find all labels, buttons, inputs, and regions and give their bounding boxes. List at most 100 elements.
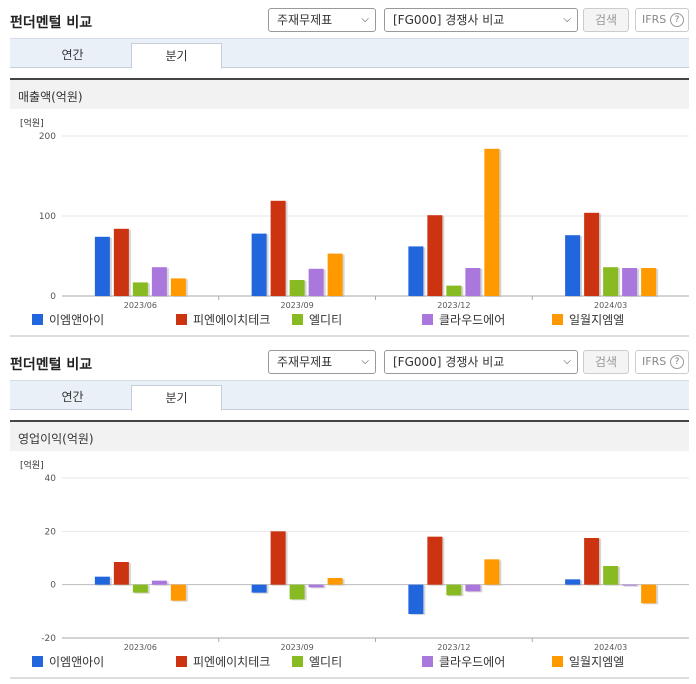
bar-3-2[interactable] xyxy=(465,268,481,296)
legend-label: 일월지엠엘 xyxy=(569,655,625,669)
legend-item[interactable]: 피엔에이치테크 xyxy=(176,653,270,671)
bar-0-2[interactable] xyxy=(408,246,424,296)
x-tick-label: 2023/09 xyxy=(281,301,314,308)
legend-swatch xyxy=(176,314,187,325)
ifrs-label: IFRS xyxy=(642,13,667,26)
bar-2-0[interactable] xyxy=(132,584,148,593)
legend-swatch xyxy=(292,314,303,325)
bar-3-0[interactable] xyxy=(151,267,167,296)
y-tick-label: -20 xyxy=(41,634,56,644)
tab-quarterly[interactable]: 분기 xyxy=(131,43,222,69)
legend-label: 클라우드에어 xyxy=(439,655,506,669)
bar-4-3[interactable] xyxy=(641,268,657,296)
bar-2-1[interactable] xyxy=(289,280,305,296)
bar-1-3[interactable] xyxy=(584,212,600,296)
bar-4-0[interactable] xyxy=(170,584,186,601)
y-axis-unit: [억원] xyxy=(20,117,44,129)
ifrs-button[interactable]: IFRS? xyxy=(635,350,689,374)
bar-1-1[interactable] xyxy=(270,200,286,296)
panel-header: 펀더멘털 비교 주재무제표 ⌵ [FG000] 경쟁사 비교 ⌵ 검색 IFRS? xyxy=(0,0,696,38)
bar-0-1[interactable] xyxy=(251,584,267,593)
x-tick-label: 2023/06 xyxy=(124,301,157,308)
section-title: 매출액(억원) xyxy=(18,90,83,104)
legend-item[interactable]: 이엠앤아이 xyxy=(32,311,104,329)
comparison-select-value: [FG000] 경쟁사 비교 xyxy=(393,13,505,27)
bar-1-0[interactable] xyxy=(113,562,129,585)
legend-label: 피엔에이치테크 xyxy=(193,655,271,669)
statement-select[interactable]: 주재무제표 ⌵ xyxy=(268,350,376,374)
bar-4-3[interactable] xyxy=(641,584,657,604)
bar-3-0[interactable] xyxy=(151,580,167,585)
bar-3-3[interactable] xyxy=(622,268,638,296)
bar-0-0[interactable] xyxy=(94,236,110,296)
y-tick-label: 200 xyxy=(39,132,56,142)
section-title: 영업이익(억원) xyxy=(18,432,94,446)
bar-1-1[interactable] xyxy=(270,531,286,585)
bar-0-2[interactable] xyxy=(408,584,424,614)
bar-4-2[interactable] xyxy=(484,559,500,585)
bar-3-2[interactable] xyxy=(465,584,481,592)
bar-1-2[interactable] xyxy=(427,536,443,585)
x-tick-label: 2023/09 xyxy=(281,643,314,650)
bar-1-3[interactable] xyxy=(584,538,600,585)
legend-label: 엘디티 xyxy=(309,313,343,327)
statement-select-value: 주재무제표 xyxy=(277,355,333,369)
legend-item[interactable]: 이엠앤아이 xyxy=(32,653,104,671)
panel-sales: 펀더멘털 비교 주재무제표 ⌵ [FG000] 경쟁사 비교 ⌵ 검색 IFRS? … xyxy=(0,0,696,337)
x-tick-label: 2023/12 xyxy=(437,301,470,308)
ifrs-button[interactable]: IFRS? xyxy=(635,8,689,32)
panel-title: 펀더멘털 비교 xyxy=(10,357,93,373)
statement-select-value: 주재무제표 xyxy=(277,13,333,27)
legend-swatch xyxy=(292,656,303,667)
divider xyxy=(10,677,689,679)
bar-0-3[interactable] xyxy=(565,235,581,296)
legend-item[interactable]: 일월지엠엘 xyxy=(552,311,624,329)
bar-2-1[interactable] xyxy=(289,584,305,600)
legend-item[interactable]: 클라우드에어 xyxy=(422,653,505,671)
legend-item[interactable]: 일월지엠엘 xyxy=(552,653,624,671)
statement-select[interactable]: 주재무제표 ⌵ xyxy=(268,8,376,32)
bar-4-1[interactable] xyxy=(327,578,343,585)
legend-item[interactable]: 엘디티 xyxy=(292,653,342,671)
legend-swatch xyxy=(552,656,563,667)
comparison-select-value: [FG000] 경쟁사 비교 xyxy=(393,355,505,369)
bar-0-1[interactable] xyxy=(251,233,267,296)
bar-1-2[interactable] xyxy=(427,215,443,296)
legend-item[interactable]: 피엔에이치테크 xyxy=(176,311,270,329)
help-icon: ? xyxy=(670,13,684,27)
legend-label: 피엔에이치테크 xyxy=(193,313,271,327)
bar-3-3[interactable] xyxy=(622,584,638,586)
search-button[interactable]: 검색 xyxy=(583,350,629,374)
chart-legend: 이엠앤아이 피엔에이치테크 엘디티 클라우드에어 일월지엠엘 xyxy=(10,311,689,331)
bar-3-1[interactable] xyxy=(308,268,324,296)
legend-swatch xyxy=(32,314,43,325)
bar-2-2[interactable] xyxy=(446,285,462,296)
bar-1-0[interactable] xyxy=(113,228,129,296)
legend-item[interactable]: 엘디티 xyxy=(292,311,342,329)
bar-4-2[interactable] xyxy=(484,148,500,296)
y-tick-label: 40 xyxy=(45,474,57,484)
bar-2-3[interactable] xyxy=(603,267,619,296)
legend-swatch xyxy=(32,656,43,667)
tab-annual[interactable]: 연간 xyxy=(61,390,84,404)
y-tick-label: 0 xyxy=(50,292,56,302)
bar-3-1[interactable] xyxy=(308,584,324,588)
bar-0-0[interactable] xyxy=(94,576,110,585)
search-button[interactable]: 검색 xyxy=(583,8,629,32)
legend-swatch xyxy=(422,656,433,667)
chevron-down-icon: ⌵ xyxy=(361,14,369,25)
bar-2-3[interactable] xyxy=(603,566,619,585)
tab-annual[interactable]: 연간 xyxy=(61,48,84,62)
chart-svg: [억원] -20 0 20 40 2023/06 2023/09 2023/12 2024/03 xyxy=(20,459,689,652)
comparison-select[interactable]: [FG000] 경쟁사 비교 ⌵ xyxy=(384,350,578,374)
bar-4-1[interactable] xyxy=(327,253,343,296)
legend-label: 일월지엠엘 xyxy=(569,313,625,327)
bar-2-2[interactable] xyxy=(446,584,462,596)
bar-4-0[interactable] xyxy=(170,278,186,296)
bar-2-0[interactable] xyxy=(132,282,148,296)
legend-item[interactable]: 클라우드에어 xyxy=(422,311,505,329)
comparison-select[interactable]: [FG000] 경쟁사 비교 ⌵ xyxy=(384,8,578,32)
tab-quarterly[interactable]: 분기 xyxy=(131,385,222,411)
bar-0-3[interactable] xyxy=(565,579,581,585)
panel-operating-profit: 펀더멘털 비교 주재무제표 ⌵ [FG000] 경쟁사 비교 ⌵ 검색 IFRS? … xyxy=(0,342,696,684)
